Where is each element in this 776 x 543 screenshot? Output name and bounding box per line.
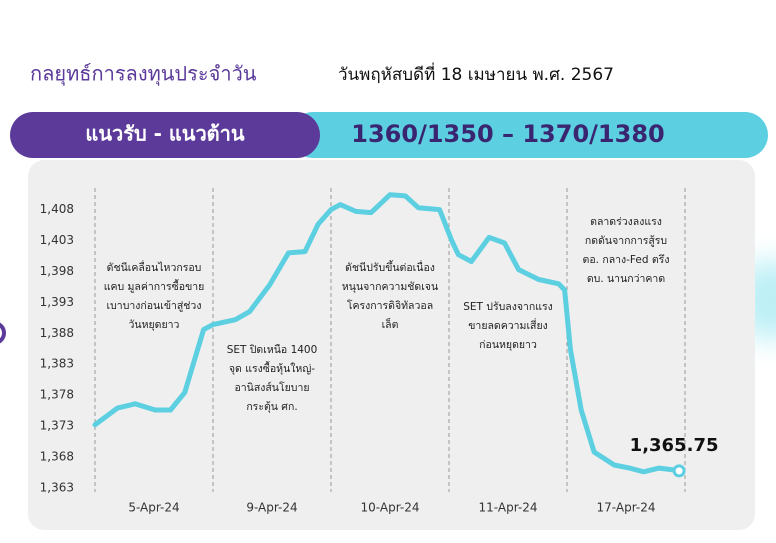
y-tick-label: 1,408 [40, 202, 74, 216]
annotation: วันหยุดยาว [129, 319, 180, 331]
annotation: ตลาดร่วงลงแรง [590, 216, 662, 228]
annotation: กดดันจากการสู้รบ [585, 235, 667, 247]
y-tick-label: 1,393 [40, 295, 74, 309]
annotation: แคบ มูลค่าการซื้อขาย [104, 279, 205, 293]
y-tick-label: 1,388 [40, 326, 74, 340]
annotation: โครงการดิจิทัลวอล [347, 299, 433, 312]
y-tick-label: 1,363 [40, 480, 74, 494]
plot: 1,363 1,368 1,373 1,378 1,383 1,388 1,393 1,398… [40, 188, 719, 515]
decoration [0, 322, 6, 344]
x-tick-label: 5-Apr-24 [128, 501, 179, 515]
annotation: เล็ต [382, 317, 399, 331]
annotation: จุด แรงซื้อหุ้นใหญ่- [229, 361, 315, 375]
banner-label: แนวรับ - แนวต้าน [85, 122, 244, 146]
annotation: ดัชนีเคลื่อนไหวกรอบ [107, 260, 202, 274]
y-tick-label: 1,368 [40, 449, 74, 463]
annotation: ดัชนีปรับขึ้นต่อเนื่อง [345, 260, 435, 274]
y-tick-label: 1,373 [40, 419, 74, 433]
banner-levels-bg [290, 112, 768, 158]
annotation: SET ปรับลงจากแรง [463, 301, 553, 313]
x-tick-label: 17-Apr-24 [597, 501, 656, 515]
annotation: ขายลดความเสี่ยง [468, 318, 548, 332]
y-tick-label: 1,403 [40, 233, 74, 247]
x-tick-label: 9-Apr-24 [246, 501, 297, 515]
chart-card [28, 160, 755, 530]
last-point [672, 464, 686, 478]
y-tick-label: 1,383 [40, 357, 74, 371]
banner-label-bg [10, 112, 320, 158]
x-tick-label: 11-Apr-24 [479, 501, 538, 515]
x-tick-label: 10-Apr-24 [361, 501, 420, 515]
y-tick-label: 1,398 [40, 264, 74, 278]
annotation: กระตุ้น ศก. [246, 401, 297, 413]
annotation: หนุนจากความชัดเจน [342, 281, 438, 293]
annotation: เบาบางก่อนเข้าสู่ช่วง [107, 300, 202, 312]
page-date: วันพฤหัสบดีที่ 18 เมษายน พ.ศ. 2567 [338, 62, 614, 85]
banner-levels: 1360/1350 – 1370/1380 [351, 120, 664, 148]
annotation: ตอ. กลาง-Fed ตรึง [583, 254, 670, 266]
annotation: SET ปิดเหนือ 1400 [227, 343, 318, 356]
annotation: อานิสงส์นโยบาย [234, 381, 309, 394]
page-title: กลยุทธ์การลงทุนประจำวัน [30, 62, 257, 87]
value-label: 1,365.75 [630, 435, 719, 456]
annotation: ก่อนหยุดยาว [479, 339, 537, 351]
annotation: ดบ. นานกว่าคาด [587, 273, 665, 285]
line [92, 192, 682, 475]
y-tick-label: 1,378 [40, 388, 74, 402]
